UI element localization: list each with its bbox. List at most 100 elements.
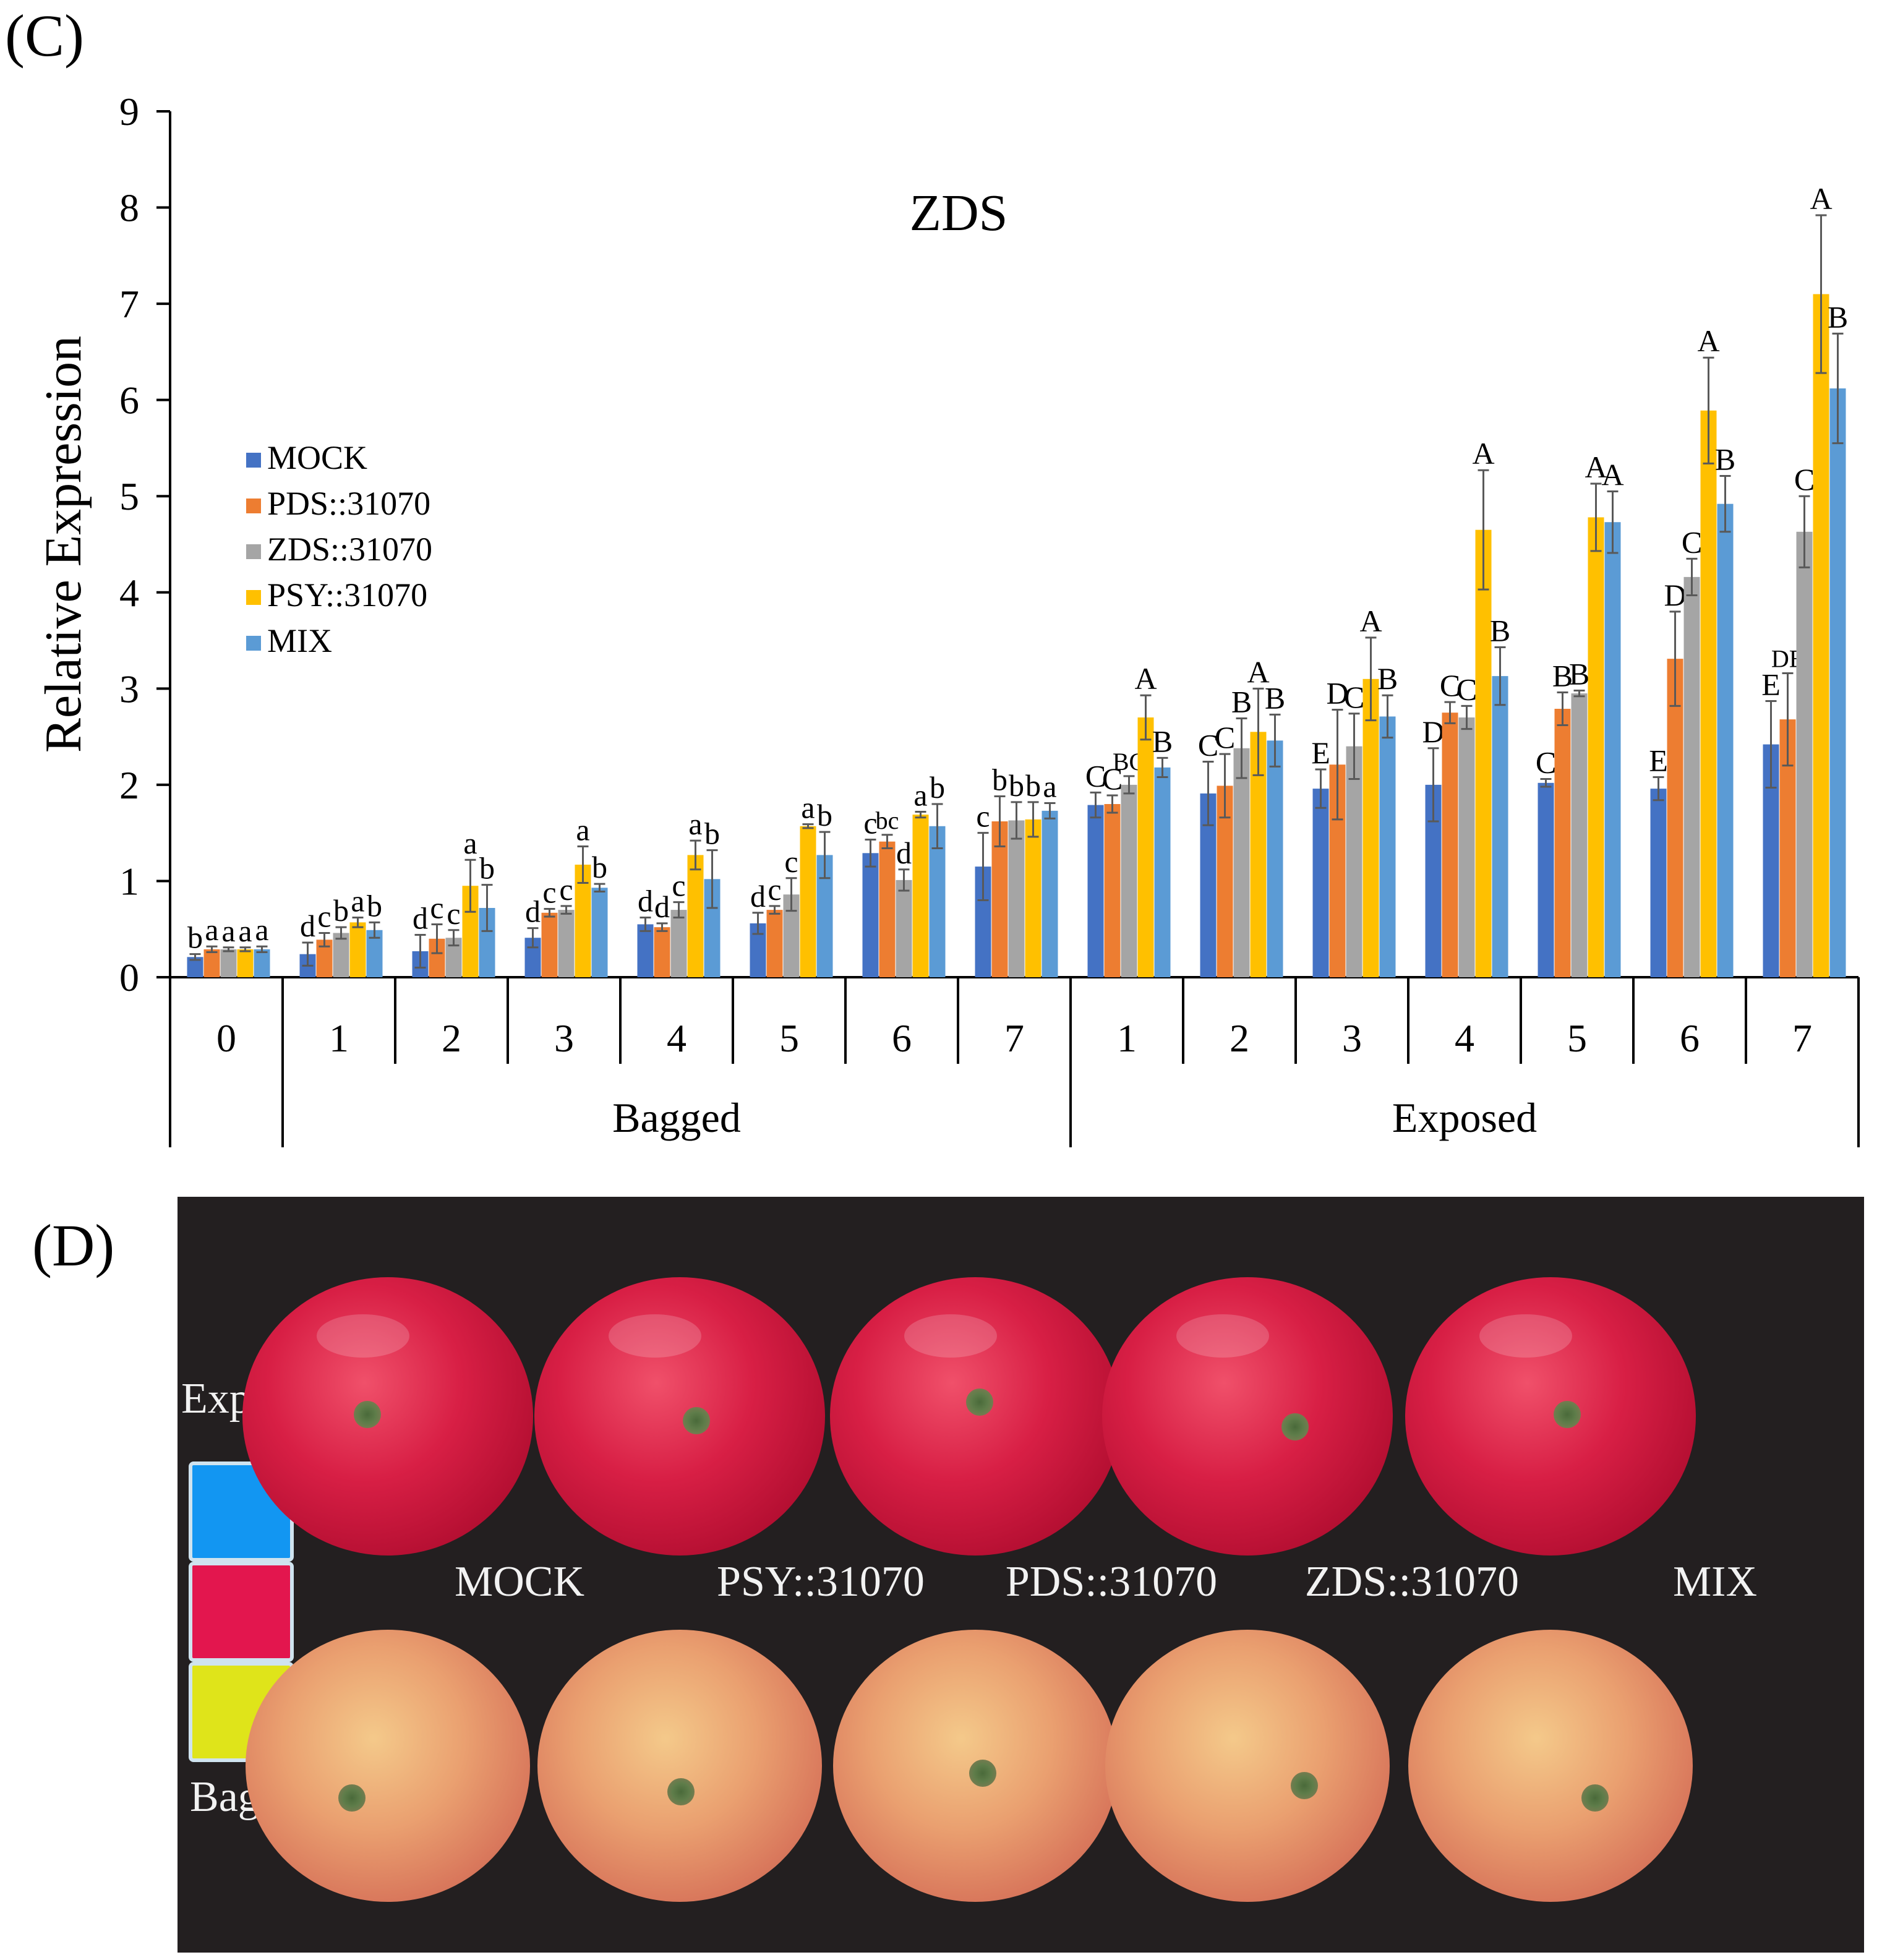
significance-letter-zds-31070: c	[784, 844, 798, 879]
bar-psy-31070	[1813, 294, 1829, 977]
bar-pds-31070	[1104, 804, 1121, 977]
apple-bagged	[1105, 1630, 1390, 1902]
apple-label-psy: PSY::31070	[717, 1558, 925, 1606]
apple-stem	[1581, 1784, 1609, 1812]
legend-label-psy-31070: PSY::31070	[267, 576, 427, 614]
legend-label-mix: MIX	[267, 622, 332, 659]
significance-letter-pds-31070: c	[317, 899, 331, 933]
bar-mock	[1312, 789, 1329, 977]
apple-exposed	[242, 1277, 533, 1556]
apple-stem	[1554, 1401, 1581, 1428]
significance-letter-psy-31070: A	[1247, 654, 1269, 689]
bar-zds-31070	[1683, 576, 1700, 977]
significance-letter-pds-31070: D	[1664, 578, 1686, 612]
bar-zds-31070	[1458, 717, 1475, 977]
significance-letter-psy-31070: a	[576, 812, 589, 847]
significance-letter-mock: c	[976, 799, 990, 834]
y-tick-label: 6	[119, 379, 139, 422]
panel-c-label: (C)	[5, 2, 84, 69]
significance-letter-zds-31070: c	[559, 872, 573, 907]
apple-stem	[1281, 1413, 1309, 1440]
apple-stem	[338, 1784, 366, 1812]
bar-psy-31070	[1025, 819, 1042, 977]
significance-letter-zds-31070: C	[1456, 672, 1477, 706]
legend-swatch-pds-31070	[246, 499, 261, 513]
apple-exposed	[830, 1277, 1121, 1556]
apple-bagged	[833, 1630, 1118, 1902]
bar-mix	[1604, 522, 1621, 977]
significance-letter-mock: d	[413, 901, 428, 936]
bar-pds-31070	[203, 949, 220, 977]
bar-pds-31070	[1667, 659, 1683, 977]
x-tick-label: 3	[554, 1016, 574, 1060]
significance-letter-psy-31070: a	[913, 777, 927, 812]
legend-label-mock: MOCK	[267, 439, 367, 476]
legend-label-pds-31070: PDS::31070	[267, 485, 430, 522]
apple-stem	[683, 1407, 710, 1434]
bar-pds-31070	[1442, 713, 1458, 977]
significance-letter-mix: a	[1043, 769, 1056, 803]
significance-letter-psy-31070: a	[351, 884, 364, 918]
apple-label-zds: ZDS::31070	[1304, 1558, 1520, 1606]
significance-letter-zds-31070: c	[672, 868, 685, 903]
significance-letter-psy-31070: A	[1359, 604, 1382, 638]
bar-zds-31070	[1233, 748, 1250, 977]
significance-letter-mix: A	[1601, 457, 1623, 492]
bar-psy-31070	[1362, 678, 1379, 977]
significance-letter-mock: b	[187, 920, 203, 955]
x-tick-label: 1	[329, 1016, 349, 1060]
y-tick-label: 0	[119, 956, 139, 999]
x-tick-label: 5	[779, 1016, 799, 1060]
legend-swatch-psy-31070	[246, 590, 261, 605]
panel-d-label: (D)	[32, 1212, 115, 1278]
significance-letter-mix: B	[1828, 299, 1848, 334]
apple-bagged	[537, 1630, 822, 1902]
significance-letter-mock: c	[863, 806, 877, 841]
chart-title: ZDS	[910, 184, 1008, 242]
significance-letter-zds-31070: C	[1344, 680, 1364, 714]
bar-psy-31070	[800, 826, 816, 977]
significance-letter-mix: b	[367, 888, 382, 923]
apple-stem	[1291, 1772, 1318, 1799]
bar-zds-31070	[1346, 746, 1362, 977]
apple-label-mix: MIX	[1672, 1558, 1758, 1606]
x-tick-label: 2	[1230, 1016, 1249, 1060]
apple-shine	[317, 1314, 409, 1358]
x-group-label-exposed: Exposed	[1392, 1094, 1537, 1141]
apple-label-pds: PDS::31070	[1005, 1558, 1218, 1606]
bar-mock	[862, 853, 879, 977]
bar-zds-31070	[670, 910, 687, 977]
bar-mock	[1650, 789, 1667, 977]
bar-psy-31070	[1588, 517, 1604, 977]
bar-mix	[1042, 810, 1058, 977]
bar-psy-31070	[687, 855, 704, 977]
significance-letter-mock: d	[525, 894, 541, 929]
bar-psy-31070	[237, 949, 254, 977]
x-tick-label: 6	[1680, 1016, 1700, 1060]
bar-zds-31070	[333, 933, 349, 977]
bar-psy-31070	[349, 922, 366, 977]
significance-letter-zds-31070: B	[1231, 685, 1252, 719]
apple-exposed	[1102, 1277, 1393, 1556]
bar-pds-31070	[1554, 709, 1571, 977]
legend-swatch-zds-31070	[246, 544, 261, 559]
bar-zds-31070	[1008, 820, 1025, 977]
significance-letter-psy-31070: A	[1134, 661, 1157, 696]
significance-letter-pds-31070: B	[1552, 659, 1573, 693]
significance-letter-mock: E	[1649, 743, 1668, 777]
significance-letter-psy-31070: b	[1025, 768, 1041, 803]
significance-letter-mix: B	[1490, 613, 1510, 648]
bar-pds-31070	[766, 910, 783, 977]
bar-mix	[254, 949, 270, 977]
significance-letter-mix: b	[479, 851, 495, 886]
apple-stem	[354, 1401, 381, 1428]
significance-letter-mix: B	[1377, 661, 1398, 696]
x-tick-label: 3	[1342, 1016, 1362, 1060]
bar-pds-31070	[991, 821, 1008, 977]
y-tick-label: 8	[119, 186, 139, 230]
significance-letter-zds-31070: d	[896, 836, 912, 870]
significance-letter-pds-31070: C	[1102, 761, 1123, 796]
significance-letter-mock: D	[1422, 714, 1444, 749]
bar-psy-31070	[912, 815, 929, 977]
y-tick-label: 4	[119, 571, 139, 615]
